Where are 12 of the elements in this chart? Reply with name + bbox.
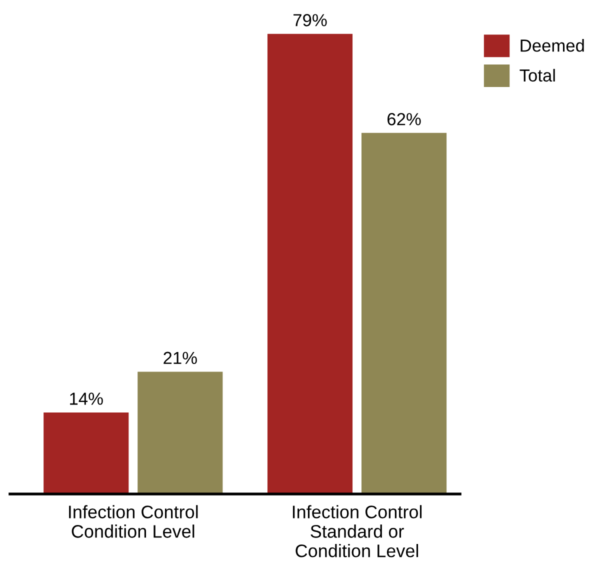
x-tick-label: Infection Control Condition Level: [69, 505, 198, 538]
data-label: 79%: [294, 14, 327, 26]
legend-label: Total: [520, 68, 555, 82]
data-label: 21%: [164, 352, 197, 364]
bar: [361, 132, 447, 494]
data-label: 62%: [388, 113, 421, 126]
legend-label: Deemed: [520, 39, 584, 52]
bar: [138, 372, 223, 494]
x-tick-label: Infection Control Standard or Condition Level: [292, 505, 422, 558]
bar: [267, 34, 353, 494]
data-label: 14%: [70, 392, 103, 405]
bar: [44, 412, 129, 494]
